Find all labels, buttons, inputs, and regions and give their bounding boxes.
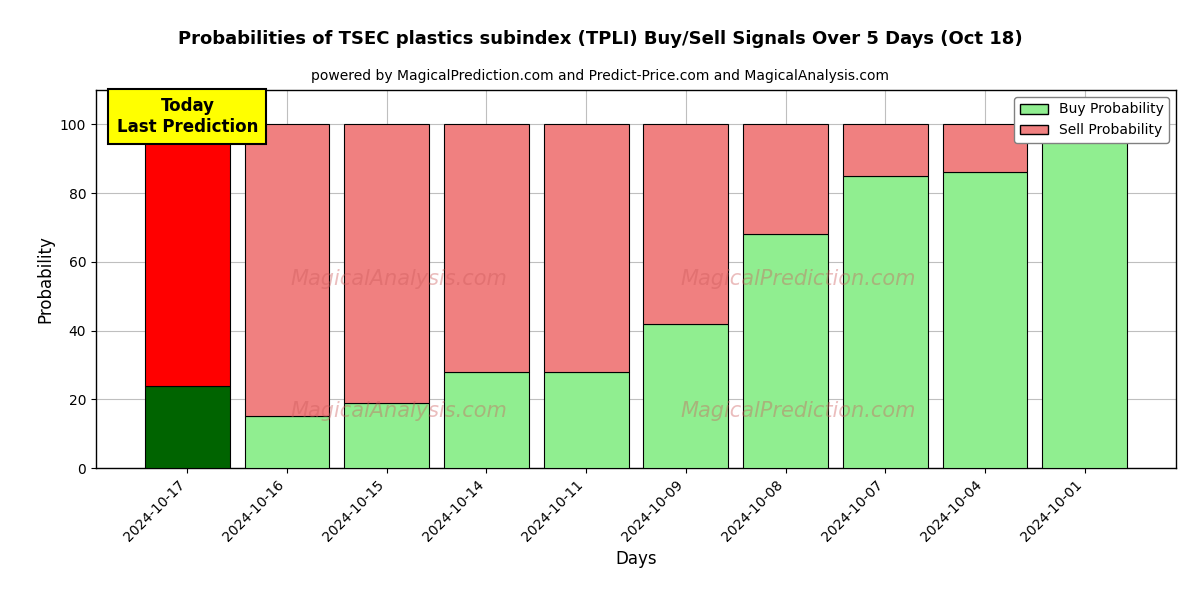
Text: MagicalAnalysis.com: MagicalAnalysis.com <box>290 269 506 289</box>
Legend: Buy Probability, Sell Probability: Buy Probability, Sell Probability <box>1014 97 1169 143</box>
Bar <box>145 386 230 468</box>
Text: MagicalPrediction.com: MagicalPrediction.com <box>680 401 916 421</box>
Bar <box>942 124 1027 172</box>
Bar <box>643 124 728 323</box>
Bar <box>1042 142 1127 468</box>
Text: MagicalPrediction.com: MagicalPrediction.com <box>680 269 916 289</box>
Bar <box>743 235 828 468</box>
Bar <box>743 124 828 235</box>
Text: Probabilities of TSEC plastics subindex (TPLI) Buy/Sell Signals Over 5 Days (Oct: Probabilities of TSEC plastics subindex … <box>178 30 1022 48</box>
Bar <box>643 323 728 468</box>
Bar <box>145 124 230 386</box>
Bar <box>444 124 529 372</box>
Bar <box>444 372 529 468</box>
Bar <box>344 403 430 468</box>
Bar <box>245 416 330 468</box>
Text: powered by MagicalPrediction.com and Predict-Price.com and MagicalAnalysis.com: powered by MagicalPrediction.com and Pre… <box>311 69 889 83</box>
Bar <box>544 124 629 372</box>
Bar <box>1042 124 1127 142</box>
Y-axis label: Probability: Probability <box>36 235 54 323</box>
Bar <box>942 172 1027 468</box>
Bar <box>344 124 430 403</box>
Bar <box>842 124 928 176</box>
X-axis label: Days: Days <box>616 550 656 568</box>
Bar <box>245 124 330 416</box>
Bar <box>842 176 928 468</box>
Text: Today
Last Prediction: Today Last Prediction <box>116 97 258 136</box>
Text: MagicalAnalysis.com: MagicalAnalysis.com <box>290 401 506 421</box>
Bar <box>544 372 629 468</box>
